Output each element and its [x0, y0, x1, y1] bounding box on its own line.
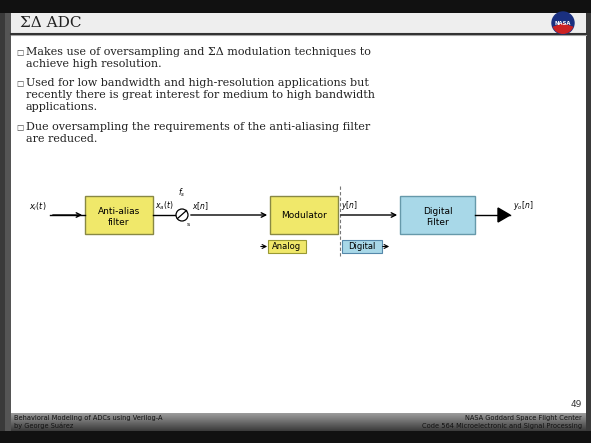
Text: Used for low bandwidth and high-resolution applications but: Used for low bandwidth and high-resoluti…: [26, 78, 369, 88]
Text: Analog: Analog: [272, 242, 301, 251]
Text: □: □: [16, 79, 23, 88]
Text: □: □: [16, 48, 23, 57]
Text: by George Suárez: by George Suárez: [14, 423, 73, 429]
Text: $x[n]$: $x[n]$: [192, 200, 209, 212]
Text: ΣΔ ADC: ΣΔ ADC: [20, 16, 82, 30]
Bar: [11, 420, 586, 421]
Text: Digital: Digital: [348, 242, 376, 251]
Bar: [5, 13, 11, 431]
Bar: [0, 431, 591, 443]
Text: □: □: [16, 123, 23, 132]
Bar: [11, 13, 586, 33]
Text: Code 564 Microelectronic and Signal Processing: Code 564 Microelectronic and Signal Proc…: [422, 423, 582, 429]
Text: Filter: Filter: [426, 218, 449, 226]
Bar: [85, 196, 153, 234]
Bar: [11, 413, 586, 414]
Bar: [11, 415, 586, 416]
Bar: [11, 429, 586, 430]
Bar: [11, 423, 586, 424]
Bar: [11, 424, 586, 425]
Text: recently there is great interest for medium to high bandwidth: recently there is great interest for med…: [26, 90, 375, 100]
Bar: [11, 427, 586, 428]
Text: $x_a(t)$: $x_a(t)$: [155, 199, 174, 212]
Circle shape: [552, 12, 574, 34]
Text: s: s: [187, 222, 190, 227]
Text: 49: 49: [571, 400, 582, 409]
Bar: [11, 414, 586, 415]
Text: NASA Goddard Space Flight Center: NASA Goddard Space Flight Center: [465, 415, 582, 421]
Text: achieve high resolution.: achieve high resolution.: [26, 59, 161, 69]
Bar: [11, 416, 586, 417]
Text: are reduced.: are reduced.: [26, 134, 98, 144]
Bar: [11, 425, 586, 426]
Polygon shape: [498, 208, 510, 222]
Text: Anti-alias: Anti-alias: [98, 206, 140, 215]
Text: Behavioral Modeling of ADCs using Verilog-A: Behavioral Modeling of ADCs using Verilo…: [14, 415, 163, 421]
Bar: [268, 240, 306, 253]
Bar: [0, 0, 591, 13]
Text: $y[n]$: $y[n]$: [341, 199, 358, 212]
Text: Makes use of oversampling and ΣΔ modulation techniques to: Makes use of oversampling and ΣΔ modulat…: [26, 47, 371, 57]
Bar: [400, 196, 475, 234]
Text: Due oversampling the requirements of the anti-aliasing filter: Due oversampling the requirements of the…: [26, 122, 370, 132]
Text: $x_i(t)$: $x_i(t)$: [30, 201, 47, 213]
Text: $y_o[n]$: $y_o[n]$: [513, 199, 533, 212]
Bar: [11, 418, 586, 419]
Text: NASA: NASA: [555, 20, 571, 26]
Text: $f_s$: $f_s$: [178, 187, 186, 199]
Bar: [342, 240, 382, 253]
Bar: [11, 428, 586, 429]
Bar: [11, 417, 586, 418]
Text: filter: filter: [108, 218, 130, 226]
Bar: [11, 426, 586, 427]
Bar: [11, 421, 586, 422]
Bar: [11, 422, 586, 423]
Text: Digital: Digital: [423, 206, 452, 215]
Bar: [11, 419, 586, 420]
Text: applications.: applications.: [26, 102, 98, 112]
Bar: [270, 196, 338, 234]
Wedge shape: [553, 23, 573, 34]
Text: Modulator: Modulator: [281, 210, 327, 219]
Bar: [11, 430, 586, 431]
